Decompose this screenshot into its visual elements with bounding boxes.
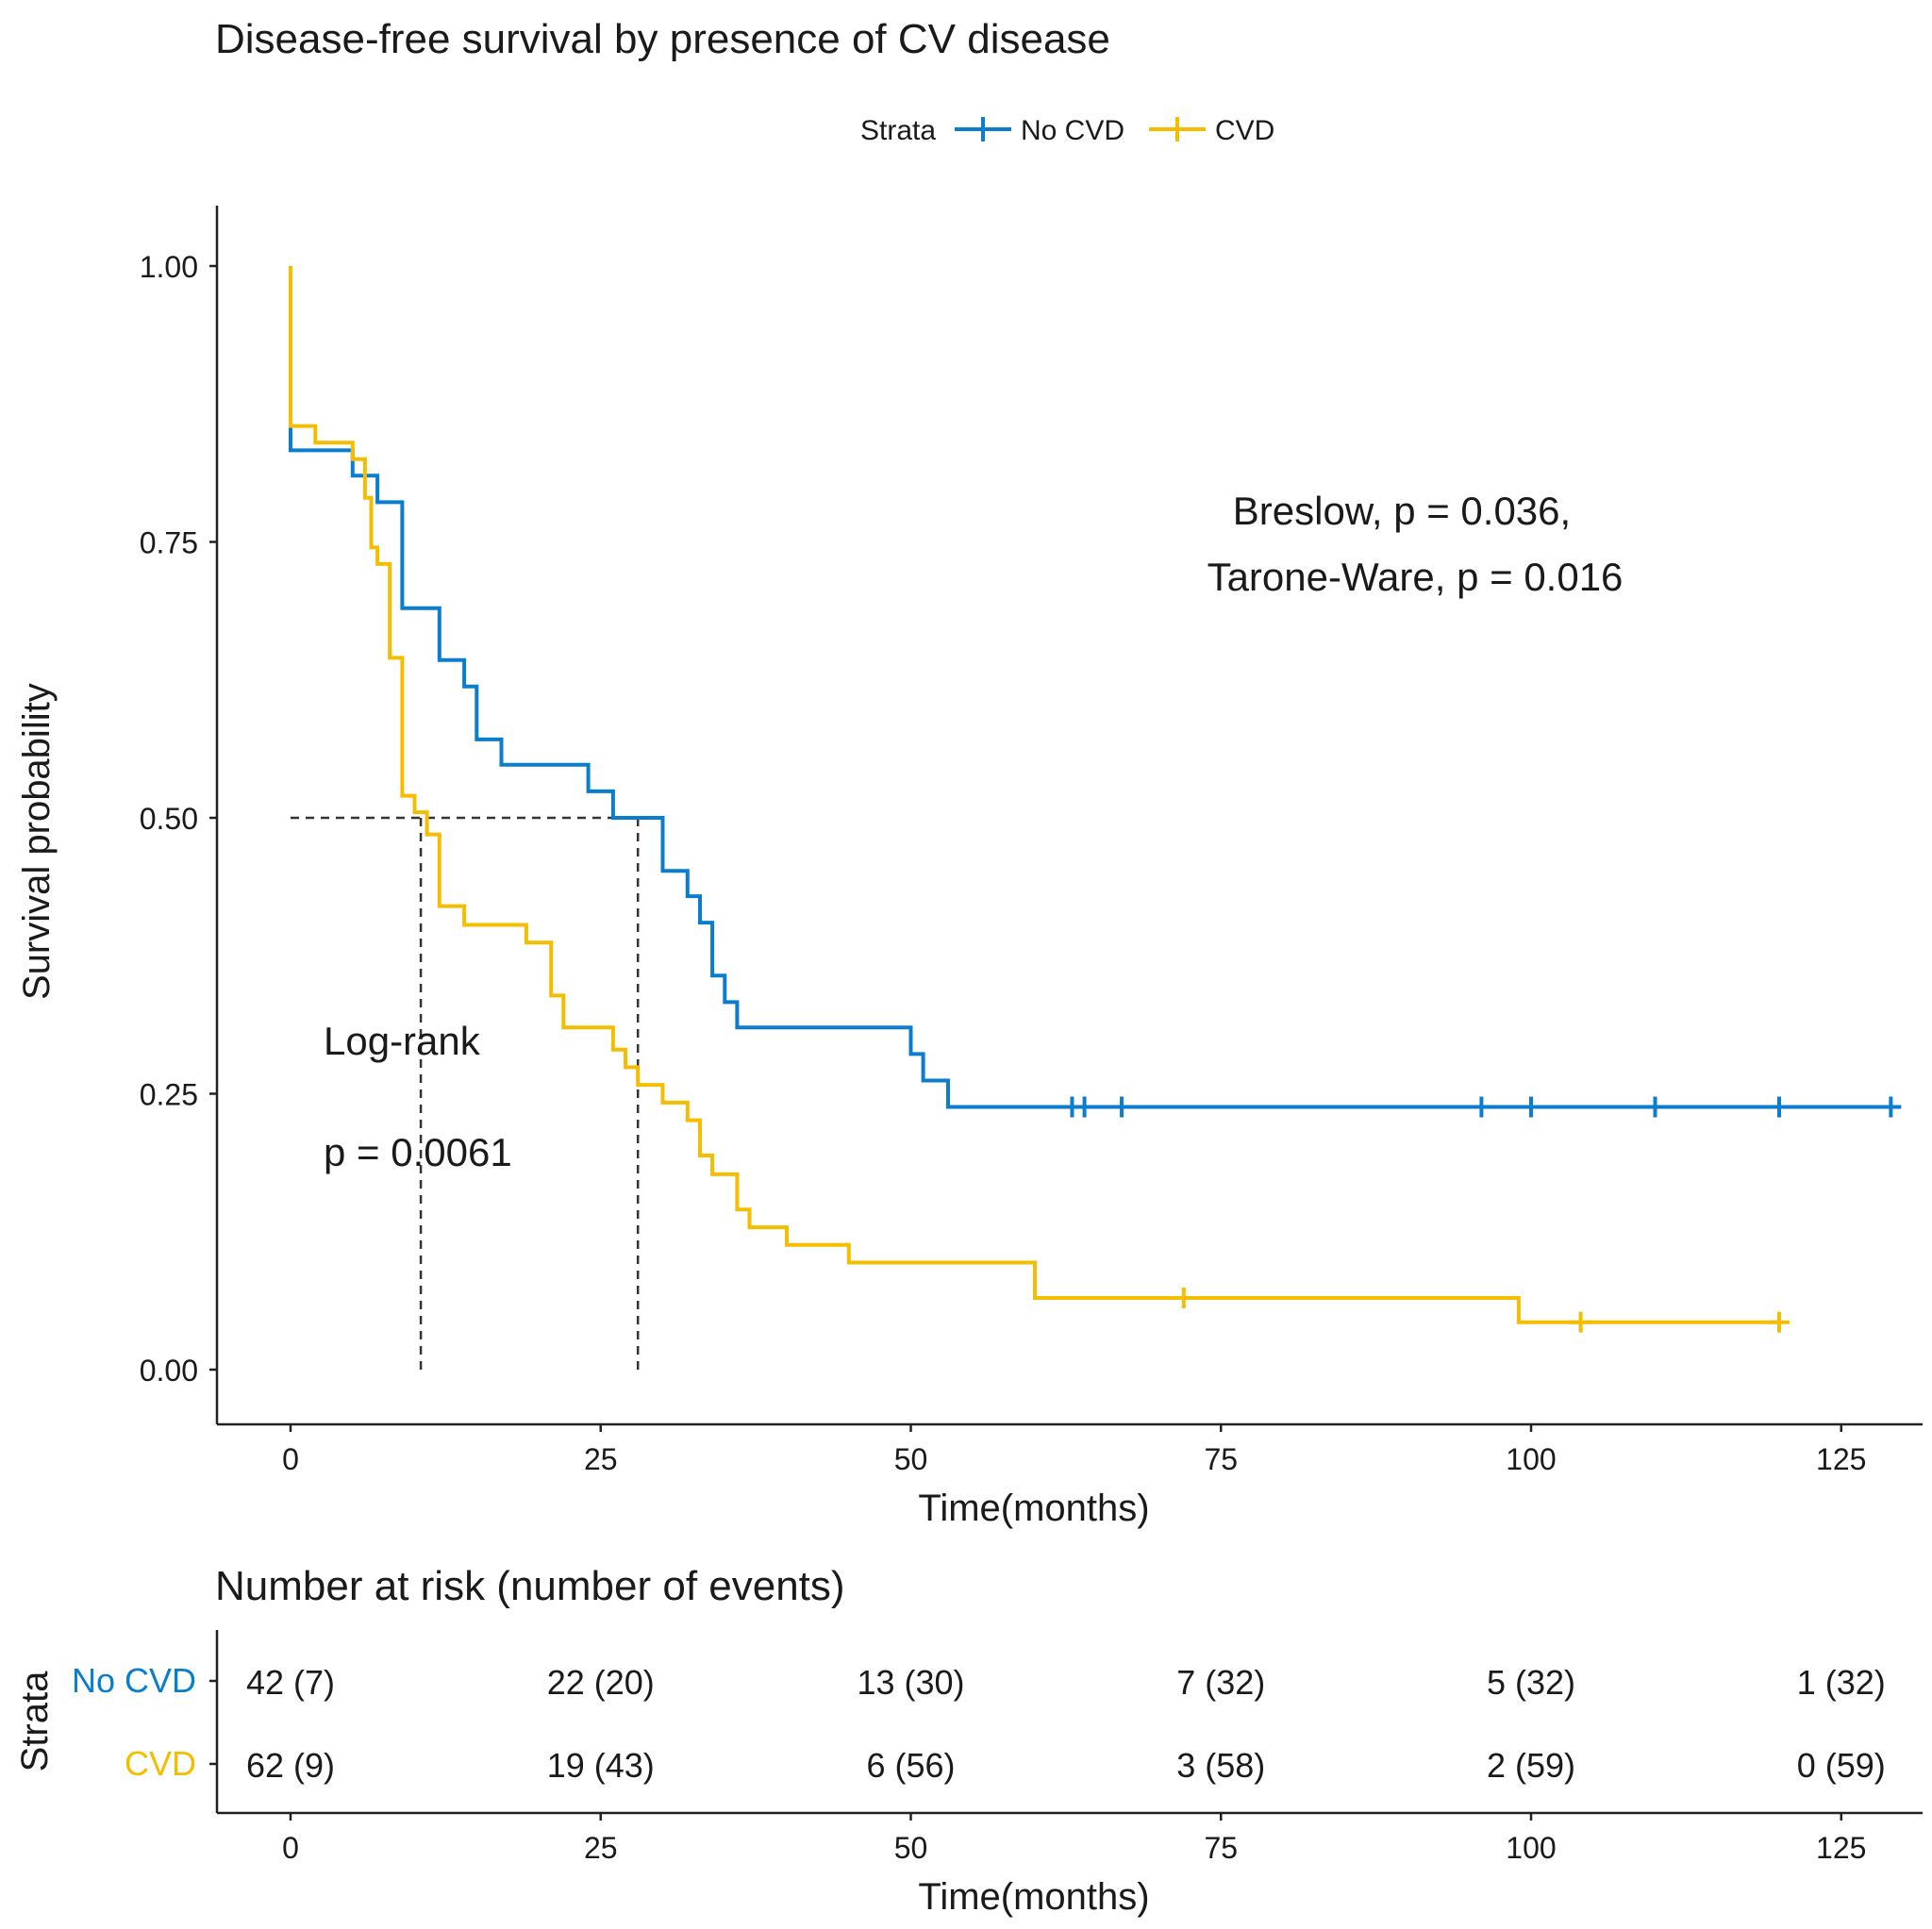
legend-label-cvd: CVD [1215,115,1274,146]
risk-x-tick-label-2: 50 [894,1831,928,1865]
survival-curves [289,266,1891,1324]
main-plot-panel: 0.00 0.25 0.50 0.75 1.00 0 25 50 75 100 125 [140,206,1923,1476]
x-tick-label-1: 25 [584,1442,618,1476]
x-tick-label-2: 50 [894,1442,928,1476]
risk-table-cells: 42 (7) 22 (20) 13 (30) 7 (32) 5 (32) 1 (32) 62… [246,1663,1886,1785]
risk-cell-cvd-4: 2 (59) [1487,1746,1575,1785]
chart-title: Disease-free survival by presence of CV … [215,16,1110,62]
risk-cell-cvd-2: 6 (56) [866,1746,955,1785]
median-reference-lines [291,816,640,1370]
logrank-label: Log-rank [324,1019,481,1063]
censor-mark-no-cvd-6 [1769,1096,1790,1118]
y-tick-label-4: 1.00 [140,250,198,284]
censor-mark-no-cvd-3 [1471,1096,1492,1118]
legend-key-no-cvd [955,117,1011,141]
y-tick-label-0: 0.00 [140,1354,198,1388]
censor-mark-no-cvd-1 [1074,1096,1095,1118]
risk-row-label-no-cvd: No CVD [72,1661,196,1700]
tarone-ware-annotation: Tarone-Ware, p = 0.016 [1208,555,1624,599]
risk-cell-no-cvd-0: 42 (7) [246,1663,335,1702]
risk-row-labels: No CVD CVD [72,1661,196,1783]
censor-mark-no-cvd-4 [1521,1096,1541,1118]
breslow-annotation: Breslow, p = 0.036, [1233,489,1571,533]
x-tick-label-0: 0 [282,1442,299,1476]
risk-cell-no-cvd-1: 22 (20) [547,1663,655,1702]
x-axis-label: Time(months) [918,1488,1149,1529]
risk-cell-no-cvd-4: 5 (32) [1487,1663,1575,1702]
y-tick-label-3: 0.75 [140,526,198,560]
risk-cell-no-cvd-5: 1 (32) [1797,1663,1886,1702]
risk-x-axis-label: Time(months) [918,1876,1149,1918]
x-tick-label-3: 75 [1204,1442,1238,1476]
curve-cvd [289,266,1779,1324]
legend-title: Strata [860,115,936,146]
legend: Strata No CVD CVD [860,115,1274,146]
y-tick-label-1: 0.25 [140,1078,198,1112]
risk-cell-no-cvd-3: 7 (32) [1176,1663,1265,1702]
risk-x-tick-label-1: 25 [584,1831,618,1865]
legend-key-cvd [1149,117,1206,141]
censor-mark-no-cvd-7 [1880,1096,1902,1118]
x-tick-label-4: 100 [1506,1442,1556,1476]
risk-x-tick-label-3: 75 [1204,1831,1238,1865]
censor-mark-cvd-0 [1173,1287,1194,1308]
y-tick-label-2: 0.50 [140,802,198,836]
y-ticks: 0.00 0.25 0.50 0.75 1.00 [140,250,217,1388]
risk-x-tick-label-0: 0 [282,1831,299,1865]
censor-mark-cvd-2 [1769,1311,1790,1333]
censor-mark-no-cvd-2 [1111,1096,1133,1118]
risk-cell-cvd-0: 62 (9) [246,1746,335,1785]
risk-x-tick-label-5: 125 [1816,1831,1866,1865]
risk-x-tick-label-4: 100 [1506,1831,1556,1865]
risk-cell-no-cvd-2: 13 (30) [857,1663,964,1702]
censor-mark-cvd-1 [1570,1311,1591,1333]
risk-row-label-cvd: CVD [125,1744,196,1783]
risk-row-ticks [209,1679,217,1766]
risk-table-title: Number at risk (number of events) [215,1563,845,1609]
x-ticks: 0 25 50 75 100 125 [282,1424,1866,1476]
risk-x-ticks: 0 25 50 75 100 125 [282,1813,1866,1865]
risk-strata-label: Strata [14,1671,56,1771]
censor-marks [1061,1096,1902,1333]
risk-table-panel: 0 25 50 75 100 125 42 (7) 22 (20) 13 (30) 7 (32)… [72,1630,1923,1865]
risk-cell-cvd-1: 19 (43) [547,1746,655,1785]
legend-label-no-cvd: No CVD [1021,115,1124,146]
risk-cell-cvd-3: 3 (58) [1176,1746,1265,1785]
curve-no-cvd [289,424,1891,1109]
y-axis-label: Survival probability [16,683,58,1000]
x-tick-label-5: 125 [1816,1442,1866,1476]
logrank-p-value: p = 0.0061 [324,1130,512,1174]
censor-mark-no-cvd-5 [1644,1096,1666,1118]
risk-cell-cvd-5: 0 (59) [1797,1746,1886,1785]
